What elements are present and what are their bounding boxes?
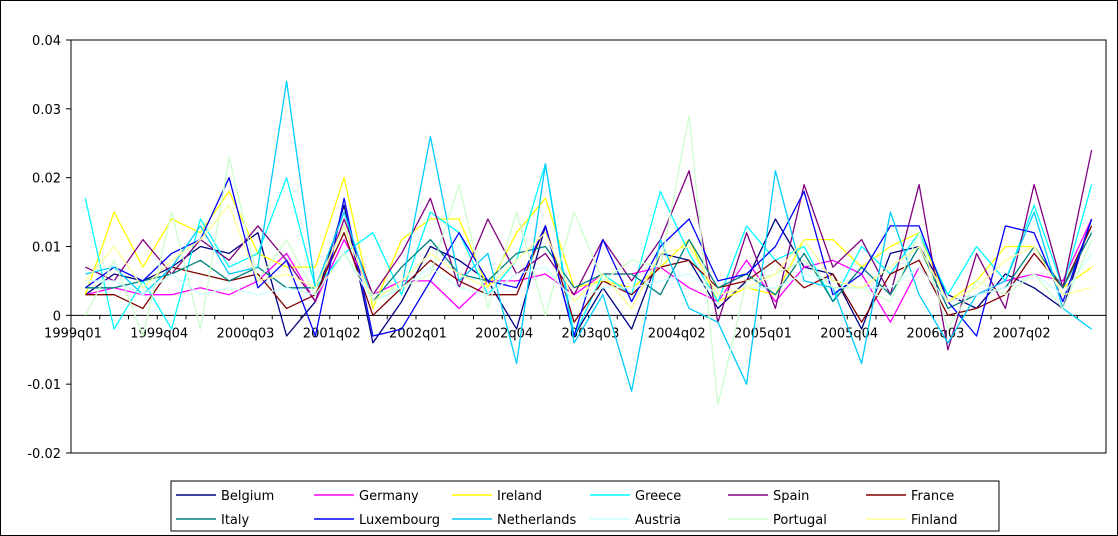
x-tick-label: 2001q02 bbox=[303, 326, 361, 341]
x-tick-label: 2003q03 bbox=[562, 326, 620, 341]
y-tick-label: 0.02 bbox=[32, 172, 61, 187]
series-line-france bbox=[85, 225, 1093, 323]
legend-label: Greece bbox=[635, 489, 681, 504]
legend-label: Luxembourg bbox=[359, 513, 440, 528]
x-tick-label: 1999q04 bbox=[130, 326, 188, 341]
legend-label: Ireland bbox=[497, 489, 542, 504]
y-axis-ticks: 0.04 0.03 0.02 0.01 0 -0.01 -0.02 bbox=[27, 34, 71, 462]
y-tick-label: -0.02 bbox=[27, 447, 61, 462]
x-tick-label: 1999q01 bbox=[44, 326, 102, 341]
x-tick-label: 2005q04 bbox=[820, 326, 878, 341]
legend-label: Austria bbox=[635, 513, 681, 528]
y-tick-label: 0.01 bbox=[32, 241, 61, 256]
series-line-spain bbox=[85, 149, 1093, 351]
plot-area-border bbox=[70, 39, 1107, 454]
x-tick-label: 2000q03 bbox=[217, 326, 275, 341]
x-tick-label: 2007q02 bbox=[993, 326, 1051, 341]
x-tick-label: 2005q01 bbox=[734, 326, 792, 341]
legend: Belgium Germany Ireland Greece Spain France It… bbox=[170, 480, 1000, 532]
y-tick-label: 0.04 bbox=[32, 34, 61, 49]
legend-label: Finland bbox=[911, 513, 957, 528]
legend-box bbox=[170, 480, 1000, 532]
y-tick-label: -0.01 bbox=[27, 378, 61, 393]
legend-label: Portugal bbox=[773, 513, 827, 528]
y-tick-label: 0.03 bbox=[32, 103, 61, 118]
legend-label: France bbox=[911, 489, 954, 504]
legend-label: Germany bbox=[359, 489, 419, 504]
x-axis-ticks: 1999q01 1999q04 2000q03 2001q02 2002q01 2002q… bbox=[44, 315, 1107, 341]
legend-label: Spain bbox=[773, 489, 809, 504]
series-line-austria bbox=[85, 252, 1093, 303]
legend-label: Netherlands bbox=[497, 513, 576, 528]
y-tick-label: 0 bbox=[53, 309, 61, 324]
x-tick-label: 2006q03 bbox=[907, 326, 965, 341]
series-line-greece bbox=[84, 163, 1093, 337]
legend-label: Belgium bbox=[221, 489, 274, 504]
series-line-finland bbox=[84, 204, 1092, 310]
series-line-netherlands bbox=[85, 80, 1092, 392]
series-line-portugal bbox=[84, 115, 1093, 406]
legend-label: Italy bbox=[221, 513, 250, 528]
x-tick-label: 2004q02 bbox=[648, 326, 706, 341]
x-tick-label: 2002q04 bbox=[475, 326, 533, 341]
series-lines bbox=[84, 80, 1093, 406]
x-tick-label: 2002q01 bbox=[389, 326, 447, 341]
